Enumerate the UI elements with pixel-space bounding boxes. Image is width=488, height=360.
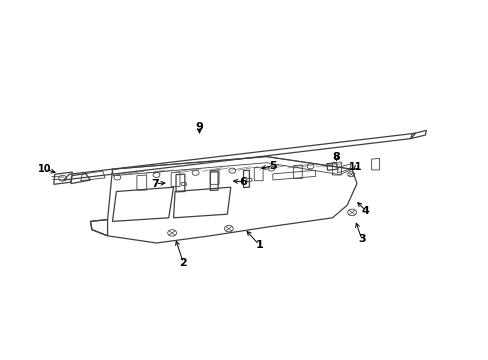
Text: 5: 5 (268, 161, 276, 171)
Text: 10: 10 (38, 164, 52, 174)
Text: 2: 2 (179, 258, 187, 268)
Text: 8: 8 (332, 152, 340, 162)
Text: 1: 1 (255, 240, 263, 250)
Text: 3: 3 (357, 234, 365, 244)
Text: 11: 11 (348, 162, 362, 172)
Text: 7: 7 (151, 179, 159, 189)
Text: 9: 9 (195, 122, 203, 132)
Text: 4: 4 (361, 206, 369, 216)
Text: 6: 6 (239, 177, 247, 187)
